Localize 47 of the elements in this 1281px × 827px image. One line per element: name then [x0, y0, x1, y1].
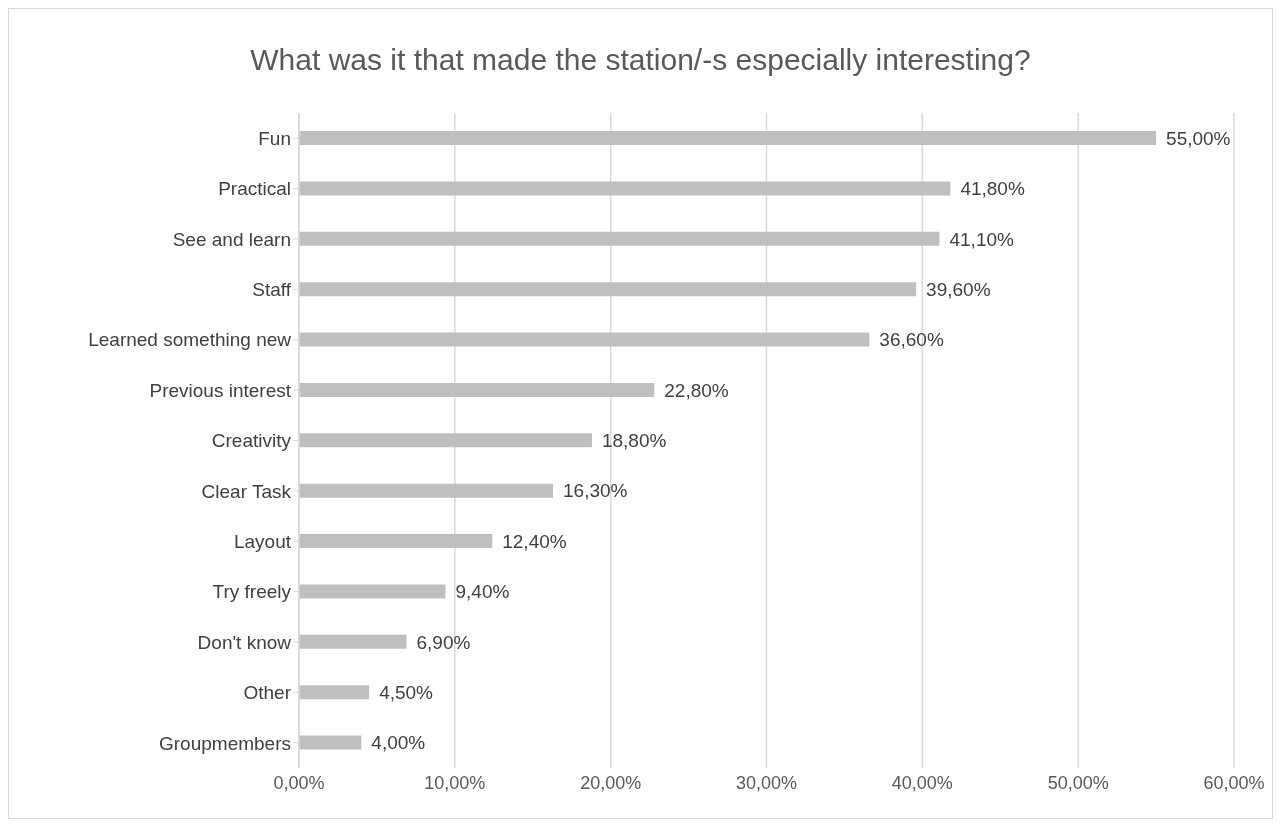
- data-label: 4,50%: [379, 681, 434, 703]
- data-label: 22,80%: [664, 379, 729, 401]
- data-label: 4,00%: [371, 732, 426, 754]
- bar: [299, 382, 655, 397]
- bar: [299, 282, 917, 297]
- bar: [299, 332, 870, 347]
- x-tick-label: 60,00%: [1203, 772, 1265, 793]
- y-tick-label: Learned something new: [88, 329, 292, 351]
- data-label: 41,10%: [949, 228, 1015, 250]
- x-tick-label: 10,00%: [424, 772, 486, 793]
- chart-title: What was it that made the station/-s especially interesting?: [249, 42, 1032, 78]
- data-label: 41,80%: [960, 178, 1025, 200]
- y-tick-label: Clear Task: [201, 480, 292, 502]
- data-label: 18,80%: [601, 430, 667, 452]
- x-tick-label: 40,00%: [891, 772, 953, 793]
- x-tick-label: 20,00%: [580, 772, 642, 793]
- y-tick-label: Try freely: [212, 581, 292, 603]
- bar: [299, 685, 370, 700]
- bar: [299, 735, 362, 750]
- y-tick-label: Groupmembers: [159, 732, 291, 754]
- bar: [299, 483, 554, 498]
- x-tick-label: 30,00%: [735, 772, 798, 793]
- y-tick-label: Previous interest: [149, 379, 292, 401]
- bar: [299, 231, 940, 246]
- bar: [299, 181, 951, 196]
- data-label: 6,90%: [416, 631, 471, 653]
- y-tick-label: Creativity: [211, 430, 292, 452]
- y-tick-label: Practical: [218, 178, 291, 200]
- y-tick-label: Other: [243, 682, 292, 704]
- y-tick-label: Fun: [258, 127, 291, 149]
- y-tick-label: Don't know: [197, 631, 292, 653]
- y-tick-label: Staff: [252, 279, 292, 301]
- y-tick-label: Layout: [233, 531, 292, 553]
- bar: [299, 433, 592, 448]
- x-tick-label: 50,00%: [1047, 772, 1109, 793]
- bar: [299, 584, 446, 599]
- data-label: 55,00%: [1166, 127, 1231, 149]
- y-tick-label: See and learn: [172, 228, 291, 250]
- data-label: 9,40%: [455, 581, 510, 603]
- data-label: 36,60%: [879, 329, 944, 351]
- bar: [299, 534, 493, 549]
- x-tick-label: 0,00%: [273, 772, 325, 793]
- data-label: 39,60%: [926, 278, 991, 300]
- bar: [299, 131, 1157, 145]
- data-label: 16,30%: [563, 480, 628, 502]
- data-label: 12,40%: [502, 530, 567, 552]
- bar: [299, 634, 407, 649]
